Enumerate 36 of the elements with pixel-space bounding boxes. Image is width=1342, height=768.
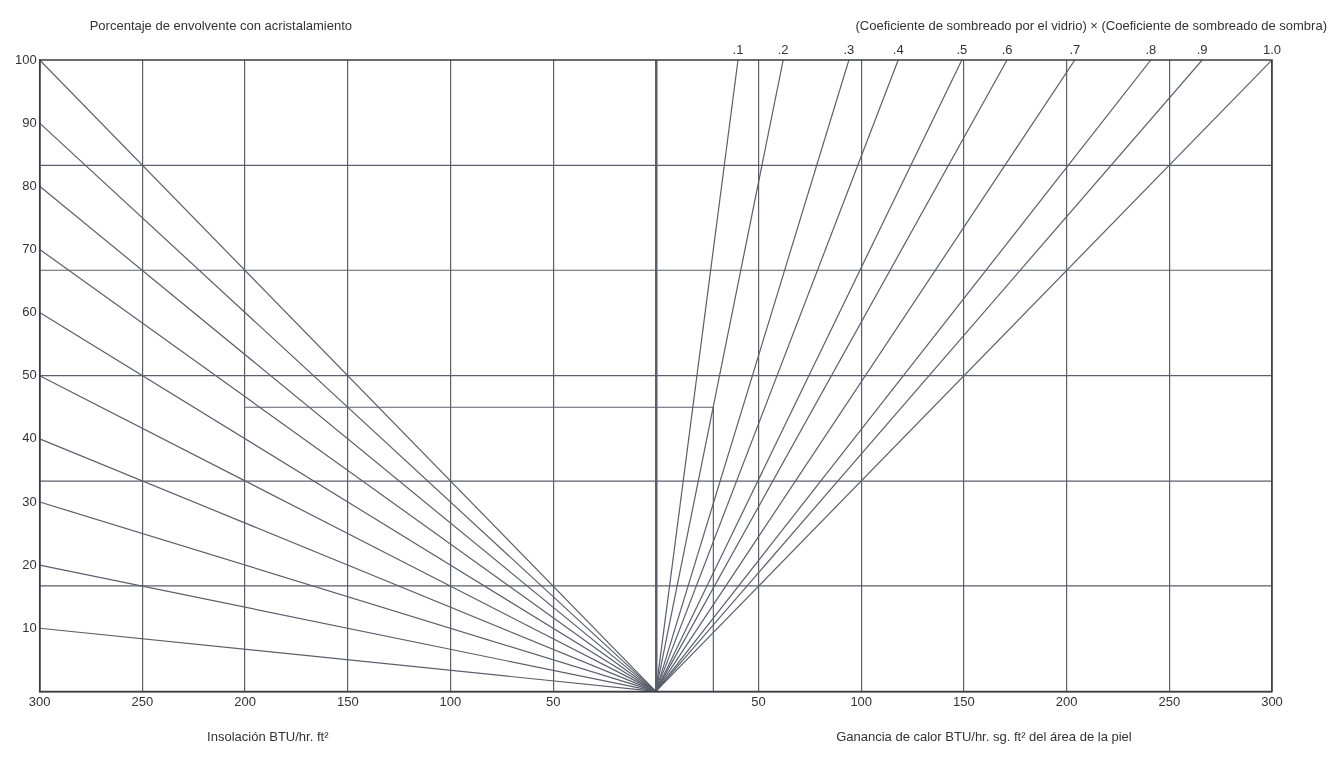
series-label: .4: [892, 42, 904, 57]
y-tick-label: 50: [22, 367, 37, 383]
x-tick-label: 200: [234, 693, 256, 709]
x-tick-label: 250: [1158, 693, 1181, 709]
y-tick-label: 70: [22, 241, 37, 256]
x-tick-label: 200: [1055, 693, 1078, 709]
y-tick-label: 20: [22, 556, 37, 572]
series-label: .6: [1001, 42, 1013, 57]
series-label: 1.0: [1262, 42, 1282, 57]
y-tick-label: 100: [14, 51, 37, 67]
series-label: .7: [1069, 42, 1081, 57]
y-tick-label: 40: [22, 430, 37, 446]
series-label: .1: [732, 42, 744, 57]
series-label: .9: [1196, 42, 1208, 57]
x-axis-title: Insolación BTU/hr. ft²: [207, 729, 330, 744]
y-tick-label: 10: [22, 619, 37, 635]
y-tick-label: 90: [22, 114, 37, 130]
x-tick-label: 150: [336, 693, 359, 709]
x-tick-label: 50: [751, 693, 766, 709]
series-label: .2: [777, 42, 789, 57]
text: Ganancia de calor BTU/hr. sg. ft² del área de la piel: [836, 729, 1132, 744]
x-tick-label: 250: [131, 693, 154, 709]
x-tick-label: 100: [439, 693, 462, 709]
y-tick-label: 60: [22, 304, 37, 320]
series-label: .8: [1145, 42, 1157, 57]
series-label: .3: [843, 42, 855, 57]
x-tick-label: 50: [545, 693, 561, 709]
y-tick-label: 30: [22, 493, 37, 509]
x-tick-label: 300: [1261, 693, 1283, 709]
y-axis-title: Porcentaje de envolvente con acristalamiento: [89, 18, 353, 33]
series-label: .5: [956, 42, 968, 57]
x-tick-label: 150: [953, 693, 975, 709]
text: (Coeficiente de sombreado por el vidrio) × (Coeficiente de sombreado de sombra): [855, 18, 1327, 33]
y-tick-label: 80: [22, 177, 37, 193]
x-tick-label: 100: [850, 693, 873, 709]
x-tick-label: 300: [28, 693, 51, 709]
